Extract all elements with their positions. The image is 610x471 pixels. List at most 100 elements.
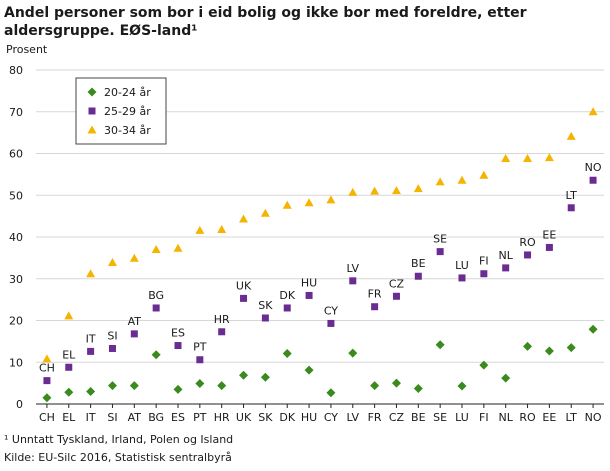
data-label: IT (86, 332, 96, 345)
data-point-square (371, 303, 379, 311)
data-point-square (261, 314, 269, 322)
legend-label: 20-24 år (104, 86, 151, 99)
data-label: UK (236, 279, 252, 292)
data-label: CY (324, 304, 338, 317)
data-label: NL (499, 249, 514, 262)
legend-marker (88, 107, 96, 115)
data-point-diamond (64, 387, 74, 397)
x-tick-label: ES (171, 411, 185, 424)
source-note: Kilde: EU-Silc 2016, Statistisk sentralb… (4, 451, 232, 464)
data-point-diamond (260, 372, 270, 382)
data-label: CH (39, 362, 55, 375)
data-label: BE (411, 257, 426, 270)
data-point-diamond (151, 350, 161, 360)
data-point-diamond (370, 381, 380, 391)
data-point-square (480, 270, 488, 278)
data-point-square (414, 272, 422, 280)
data-label: FI (479, 255, 489, 268)
data-point-triangle (217, 224, 227, 233)
y-axis-label: Prosent (6, 43, 48, 56)
x-tick-label: CH (39, 411, 55, 424)
x-tick-label: FI (479, 411, 489, 424)
x-tick-label: NL (499, 411, 514, 424)
y-tick-label: 0 (16, 398, 23, 411)
data-point-diamond (282, 348, 292, 358)
data-point-triangle (129, 253, 139, 262)
data-point-triangle (173, 243, 183, 252)
data-point-square (589, 176, 597, 184)
data-point-triangle (86, 269, 96, 278)
data-point-diamond (173, 384, 183, 394)
data-point-triangle (391, 186, 401, 195)
x-tick-label: SE (433, 411, 447, 424)
data-point-square (218, 328, 226, 336)
y-tick-label: 40 (9, 231, 23, 244)
data-label: NO (585, 161, 602, 174)
data-point-square (196, 356, 204, 364)
data-point-diamond (304, 365, 314, 375)
x-tick-label: AT (128, 411, 142, 424)
y-tick-label: 70 (9, 106, 23, 119)
data-point-square (458, 274, 466, 282)
x-tick-label: LV (347, 411, 360, 424)
data-label: RO (519, 236, 536, 249)
data-point-square (305, 291, 313, 299)
legend-marker (87, 87, 97, 97)
data-point-diamond (195, 379, 205, 389)
data-point-square (545, 243, 553, 251)
data-label: EE (542, 228, 556, 241)
data-point-square (108, 344, 116, 352)
y-tick-label: 50 (9, 189, 23, 202)
data-point-diamond (42, 393, 52, 403)
x-tick-label: EL (62, 411, 76, 424)
data-point-triangle (566, 131, 576, 140)
data-point-triangle (348, 187, 358, 196)
data-point-square (283, 304, 291, 312)
x-tick-label: DK (279, 411, 295, 424)
data-label: DK (279, 289, 295, 302)
data-point-triangle (544, 153, 554, 162)
data-label: EL (62, 348, 76, 361)
x-tick-label: IT (86, 411, 96, 424)
data-point-triangle (501, 154, 511, 163)
data-point-diamond (107, 381, 117, 391)
data-point-diamond (86, 386, 96, 396)
y-tick-label: 10 (9, 356, 23, 369)
data-point-diamond (566, 343, 576, 353)
data-point-triangle (413, 184, 423, 193)
x-tick-label: EE (542, 411, 556, 424)
data-point-diamond (391, 378, 401, 388)
data-point-triangle (260, 208, 270, 217)
data-point-triangle (239, 214, 249, 223)
data-label: LV (347, 262, 360, 275)
data-point-triangle (588, 107, 598, 116)
x-tick-label: HU (301, 411, 317, 424)
data-point-triangle (304, 198, 314, 207)
data-point-triangle (457, 175, 467, 184)
y-tick-label: 20 (9, 315, 23, 328)
data-point-triangle (479, 170, 489, 179)
x-tick-label: FR (368, 411, 382, 424)
data-label: LT (566, 189, 578, 202)
data-label: SI (107, 329, 117, 342)
legend-label: 25-29 år (104, 105, 151, 118)
data-label: ES (171, 327, 185, 340)
data-point-diamond (413, 384, 423, 394)
data-point-triangle (151, 245, 161, 254)
data-label: AT (128, 315, 142, 328)
data-point-square (240, 294, 248, 302)
data-point-diamond (523, 341, 533, 351)
data-point-triangle (523, 154, 533, 163)
x-tick-label: PT (193, 411, 207, 424)
data-point-triangle (42, 354, 52, 363)
chart-svg: Prosent 0 10 20 30 40 50 60 70 80 CH EL IT SI AT BG ES PT… (6, 43, 604, 424)
data-point-triangle (195, 225, 205, 234)
footnote: ¹ Unntatt Tyskland, Irland, Polen og Isl… (4, 433, 234, 446)
data-point-diamond (217, 381, 227, 391)
data-point-square (327, 319, 335, 327)
data-point-square (524, 251, 532, 259)
data-point-square (152, 304, 160, 312)
data-point-diamond (239, 370, 249, 380)
data-point-diamond (501, 373, 511, 383)
